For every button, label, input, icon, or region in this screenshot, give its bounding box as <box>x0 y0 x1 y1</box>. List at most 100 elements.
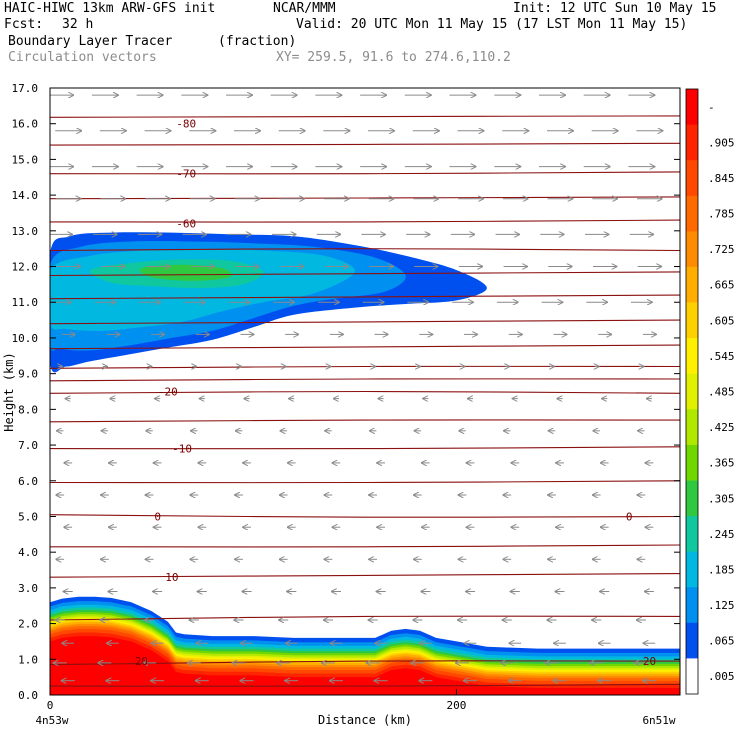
contour-label: 20 <box>643 655 656 668</box>
y-tick-label: 0.0 <box>18 689 38 702</box>
colorbar-swatch <box>686 124 698 161</box>
colorbar-swatch <box>686 195 698 232</box>
colorbar-swatch <box>686 338 698 375</box>
temperature-contour--80 <box>50 115 680 118</box>
y-tick-label: 13.0 <box>12 225 39 238</box>
y-tick-label: 15.0 <box>12 153 39 166</box>
colorbar-swatch <box>686 658 698 695</box>
colorbar-label: .905 <box>708 136 735 149</box>
y-tick-label: 8.0 <box>18 403 38 416</box>
contour-label: -60 <box>176 218 196 231</box>
colorbar-swatch <box>686 480 698 517</box>
temperature-contour--20 <box>50 390 680 394</box>
temperature-contour-5 <box>50 544 680 548</box>
contour-label: 0 <box>154 510 161 523</box>
temperature-contour--55 <box>50 248 680 252</box>
colorbar-label: .425 <box>708 421 735 434</box>
contour-label: -20 <box>158 386 178 399</box>
forecast-hour: 32 h <box>62 17 94 32</box>
temperature-contour--30 <box>50 365 680 369</box>
colorbar-label: .245 <box>708 528 735 541</box>
temperature-contour-0 <box>50 514 680 518</box>
colorbar-label: .185 <box>708 563 735 576</box>
y-tick-label: 2.0 <box>18 618 38 631</box>
temperature-contour-15 <box>50 615 680 621</box>
y-tick-label: 17.0 <box>12 82 39 95</box>
colorbar-label: .125 <box>708 599 735 612</box>
colorbar-swatch <box>686 266 698 304</box>
y-axis-title: Height (km) <box>2 352 16 431</box>
y-tick-label: 3.0 <box>18 582 38 595</box>
temperature-contour-20 <box>50 660 680 666</box>
colorbar-swatch <box>686 302 698 339</box>
temperature-contour--75 <box>50 142 680 146</box>
colorbar-swatch <box>686 231 698 268</box>
colorbar-label: .065 <box>708 635 735 648</box>
colorbar-label: .785 <box>708 208 735 221</box>
contour-label: -70 <box>176 168 196 181</box>
colorbar-label: .305 <box>708 492 735 505</box>
temperature-contour--60 <box>50 219 680 223</box>
temperature-contour--50 <box>50 271 680 277</box>
vector-label: Circulation vectors <box>8 50 157 65</box>
colorbar-swatch <box>686 409 698 446</box>
y-tick-label: 4.0 <box>18 546 38 559</box>
colorbar-label: .365 <box>708 457 735 470</box>
temperature-contour--40 <box>50 319 680 325</box>
valid-time: Valid: 20 UTC Mon 11 May 15 (17 LST Mon … <box>296 17 688 32</box>
x-left-endpoint: 4n53w <box>35 714 68 727</box>
colorbar-label: .545 <box>708 350 735 363</box>
contour-label: 0 <box>626 510 633 523</box>
field-name: Boundary Layer Tracer <box>8 34 173 49</box>
y-tick-label: 5.0 <box>18 510 38 523</box>
y-tick-label: 1.0 <box>18 653 38 666</box>
y-tick-label: 6.0 <box>18 475 38 488</box>
colorbar-label: .005 <box>708 670 735 683</box>
colorbar-label: .605 <box>708 314 735 327</box>
y-tick-label: 7.0 <box>18 439 38 452</box>
org-label: NCAR/MMM <box>273 1 336 16</box>
y-tick-label: 16.0 <box>12 118 39 131</box>
y-tick-label: 14.0 <box>12 189 39 202</box>
temperature-contour--35 <box>50 344 680 350</box>
init-time: Init: 12 UTC Sun 10 May 15 <box>513 1 717 16</box>
colorbar-swatch <box>686 89 698 126</box>
temperature-contour--45 <box>50 294 680 300</box>
upper-tracer-layer-5 <box>139 264 232 281</box>
x-tick-label: 0 <box>47 699 54 712</box>
colorbar-swatch <box>686 516 698 553</box>
x-tick-label: 200 <box>447 699 467 712</box>
temperature-contour--65 <box>50 196 680 200</box>
forecast-label: Fcst: <box>4 17 44 32</box>
colorbar-swatch <box>686 373 698 410</box>
contour-label: 20 <box>135 655 148 668</box>
temperature-contour-25 <box>50 683 680 687</box>
y-tick-label: 9.0 <box>18 368 38 381</box>
temperature-contour--25 <box>50 378 680 382</box>
field-units: (fraction) <box>218 34 297 49</box>
y-tick-label: 12.0 <box>12 261 39 274</box>
colorbar-swatch <box>686 587 698 624</box>
colorbar-label: .725 <box>708 243 735 256</box>
plot-frame <box>49 87 681 696</box>
colorbar-swatch <box>686 444 698 482</box>
y-tick-label: 11.0 <box>12 296 39 309</box>
colorbar-swatch <box>686 551 698 588</box>
temperature-contour-10 <box>50 573 680 578</box>
temperature-contour--15 <box>50 419 680 423</box>
temperature-contour--70 <box>50 171 680 175</box>
contour-label: -10 <box>172 443 192 456</box>
colorbar-swatch <box>686 160 698 197</box>
x-axis-title: Distance (km) <box>318 713 412 727</box>
colorbar: - .905 .845 .785 .725 .665 .605 .545 .485 .425 .36… <box>685 88 735 695</box>
cross-section-endpoints: XY= 259.5, 91.6 to 274.6,110.2 <box>276 50 511 65</box>
contour-label: -80 <box>176 118 196 131</box>
colorbar-label: - <box>708 101 715 114</box>
temperature-contour--10 <box>50 446 680 450</box>
x-right-endpoint: 6n51w <box>642 714 675 727</box>
colorbar-label: .845 <box>708 172 735 185</box>
colorbar-frame <box>685 88 699 695</box>
y-tick-label: 10.0 <box>12 332 39 345</box>
boundary-layer-band-16 <box>50 641 680 695</box>
